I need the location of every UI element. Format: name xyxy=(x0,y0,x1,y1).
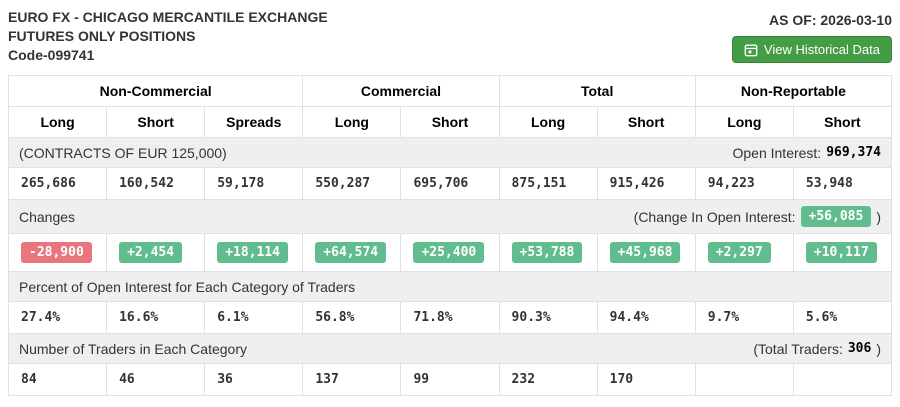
data-cell xyxy=(694,363,794,396)
data-cell: +45,968 xyxy=(596,233,696,272)
data-cell: 53,948 xyxy=(792,167,893,200)
cot-table-head: Non-Commercial Commercial Total Non-Reporta… xyxy=(7,75,893,138)
open-interest-change-badge: +56,085 xyxy=(800,206,872,227)
column-header-short: Short xyxy=(596,106,696,138)
column-header-short: Short xyxy=(106,106,206,138)
data-cell: 94,223 xyxy=(694,167,794,200)
column-header-spreads: Spreads xyxy=(204,106,304,138)
section-right-close-paren: ) xyxy=(876,208,881,225)
data-cell: 232 xyxy=(498,363,598,396)
section-band-right: (Total Traders: 306) xyxy=(753,341,881,357)
report-header: EURO FX - CHICAGO MERCANTILE EXCHANGE FU… xyxy=(8,8,892,65)
data-cell: 137 xyxy=(302,363,402,396)
section-right-value: 969,374 xyxy=(826,145,881,160)
data-cell: +25,400 xyxy=(400,233,500,272)
group-header-non-reportable: Non-Reportable xyxy=(694,75,893,107)
data-cell: 265,686 xyxy=(7,167,108,200)
section-right-close-paren: ) xyxy=(876,340,881,357)
section-right-label: (Total Traders: xyxy=(753,340,843,357)
report-code: Code-099741 xyxy=(8,47,95,63)
data-cell: 16.6% xyxy=(106,301,206,334)
data-cell: +53,788 xyxy=(498,233,598,272)
section-label: (CONTRACTS OF EUR 125,000) xyxy=(19,144,227,161)
column-header-long: Long xyxy=(694,106,794,138)
group-header-total: Total xyxy=(498,75,696,107)
cot-table-body: (CONTRACTS OF EUR 125,000) Open Interest:… xyxy=(7,137,893,396)
change-badge: +10,117 xyxy=(805,242,877,263)
view-historical-data-button[interactable]: View Historical Data xyxy=(731,36,892,63)
data-cell: 550,287 xyxy=(302,167,402,200)
report-title: EURO FX - CHICAGO MERCANTILE EXCHANGE xyxy=(8,9,328,25)
data-cell: 36 xyxy=(204,363,304,396)
data-cell: 90.3% xyxy=(498,301,598,334)
change-badge: +64,574 xyxy=(315,242,387,263)
group-header-non-commercial: Non-Commercial xyxy=(7,75,304,107)
change-badge: +25,400 xyxy=(413,242,485,263)
section-band-changes: Changes (Change In Open Interest: +56,085) xyxy=(8,199,892,234)
data-cell: 160,542 xyxy=(106,167,206,200)
data-cell: 94.4% xyxy=(596,301,696,334)
group-header-commercial: Commercial xyxy=(302,75,500,107)
data-cell: 695,706 xyxy=(400,167,500,200)
data-row-changes: -28,900 +2,454 +18,114 +64,574 +25,400 +53,78… xyxy=(7,233,893,272)
column-header-long: Long xyxy=(498,106,598,138)
data-cell: 59,178 xyxy=(204,167,304,200)
data-cell: 71.8% xyxy=(400,301,500,334)
data-cell: +18,114 xyxy=(204,233,304,272)
report-subtitle: FUTURES ONLY POSITIONS xyxy=(8,28,196,44)
report-header-right: AS OF: 2026-03-10 View Historical Data xyxy=(731,8,892,63)
data-cell: 6.1% xyxy=(204,301,304,334)
data-cell: +2,454 xyxy=(106,233,206,272)
view-historical-data-label: View Historical Data xyxy=(763,42,880,57)
data-cell: 5.6% xyxy=(792,301,893,334)
cot-table: Non-Commercial Commercial Total Non-Reporta… xyxy=(7,75,893,396)
section-band-right: Open Interest: 969,374 xyxy=(732,145,881,161)
section-band-right: (Change In Open Interest: +56,085) xyxy=(634,206,881,227)
data-cell: 915,426 xyxy=(596,167,696,200)
data-cell: -28,900 xyxy=(7,233,108,272)
section-label: Percent of Open Interest for Each Catego… xyxy=(19,278,356,295)
data-cell: 875,151 xyxy=(498,167,598,200)
change-badge: +53,788 xyxy=(511,242,583,263)
data-row-percent-of-open-interest: 27.4% 16.6% 6.1% 56.8% 71.8% 90.3% 94.4% 9.7% 5.… xyxy=(7,301,893,334)
change-badge: +45,968 xyxy=(609,242,681,263)
data-cell: 99 xyxy=(400,363,500,396)
calendar-icon xyxy=(744,43,758,57)
report-titles: EURO FX - CHICAGO MERCANTILE EXCHANGE FU… xyxy=(8,8,328,65)
change-badge: +2,454 xyxy=(119,242,183,263)
section-right-label: (Change In Open Interest: xyxy=(633,208,796,225)
data-cell: 9.7% xyxy=(694,301,794,334)
data-cell: 27.4% xyxy=(7,301,108,334)
section-right-label: Open Interest: xyxy=(732,144,822,161)
section-right-value: 306 xyxy=(847,341,872,356)
section-band-number-of-traders: Number of Traders in Each Category (Total… xyxy=(8,333,892,364)
data-cell xyxy=(792,363,893,396)
data-cell: 84 xyxy=(7,363,108,396)
change-badge: -28,900 xyxy=(21,242,92,263)
data-row-number-of-traders: 84 46 36 137 99 232 170 xyxy=(7,363,893,396)
column-header-long: Long xyxy=(7,106,108,138)
data-cell: 46 xyxy=(106,363,206,396)
section-label: Changes xyxy=(19,208,76,225)
column-header-long: Long xyxy=(302,106,402,138)
section-band-positions: (CONTRACTS OF EUR 125,000) Open Interest:… xyxy=(8,137,892,168)
change-badge: +2,297 xyxy=(707,242,771,263)
as-of-date: AS OF: 2026-03-10 xyxy=(769,12,892,28)
data-cell: +64,574 xyxy=(302,233,402,272)
column-header-short: Short xyxy=(792,106,893,138)
change-badge: +18,114 xyxy=(217,242,289,263)
section-label: Number of Traders in Each Category xyxy=(19,340,247,357)
data-cell: +10,117 xyxy=(792,233,893,272)
data-cell: +2,297 xyxy=(694,233,794,272)
data-cell: 56.8% xyxy=(302,301,402,334)
data-cell: 170 xyxy=(596,363,696,396)
data-row-positions: 265,686 160,542 59,178 550,287 695,706 875,15… xyxy=(7,167,893,200)
section-band-percent-of-open-interest: Percent of Open Interest for Each Catego… xyxy=(8,271,892,302)
column-header-short: Short xyxy=(400,106,500,138)
